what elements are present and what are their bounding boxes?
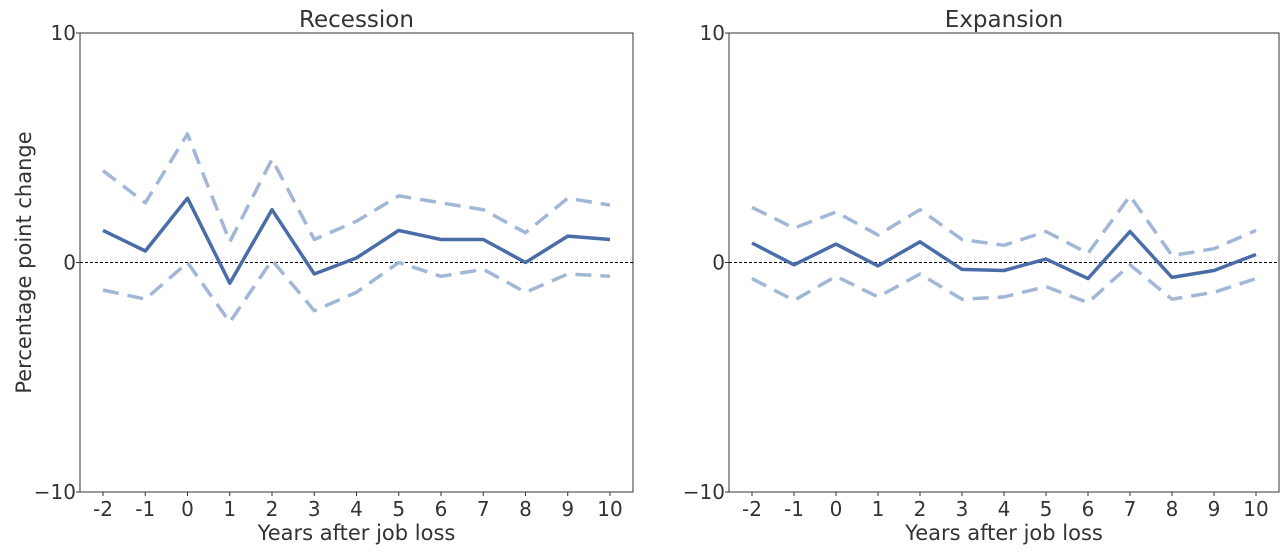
x-tick-label: -1 (135, 497, 155, 521)
y-tick-label: 0 (63, 251, 76, 275)
y-tick-label: −10 (683, 480, 725, 504)
y-axis-label: Percentage point change (12, 131, 36, 393)
x-tick-label: -2 (742, 497, 762, 521)
x-tick-label: 2 (266, 497, 279, 521)
x-tick-label: 6 (435, 497, 448, 521)
series-line-upper (101, 132, 611, 244)
x-tick-label: 7 (477, 497, 490, 521)
x-tick-label: 0 (181, 497, 194, 521)
series-line-estimate (751, 229, 1257, 281)
x-tick-label: 5 (392, 497, 405, 521)
panel-title: Recession (299, 7, 414, 33)
x-tick-label: 2 (914, 497, 927, 521)
x-axis-label: Years after job loss (904, 521, 1103, 545)
x-tick-label: -2 (93, 497, 113, 521)
x-tick-label: 9 (1208, 497, 1221, 521)
series-line-lower (102, 258, 611, 324)
series-line-estimate (102, 196, 611, 285)
panel-left: Recession 10 0 −10 -2 -1 0 1 2 3 4 5 6 7 8 9 10 Years aft… (12, 7, 634, 545)
panel-right: Expansion 10 0 −10 -2 -1 0 1 2 3 4 5 6 7 8 9 10 Years aft… (683, 7, 1280, 545)
y-tick-label: 10 (700, 21, 725, 45)
x-tick-label: 9 (561, 497, 574, 521)
x-tick-label: -1 (784, 497, 804, 521)
y-tick-label: 10 (51, 21, 76, 45)
x-tick-label: 10 (597, 497, 622, 521)
x-tick-label: 4 (350, 497, 363, 521)
x-tick-label: 1 (872, 497, 885, 521)
x-tick-label: 0 (830, 497, 843, 521)
panel-title: Expansion (945, 7, 1063, 33)
x-tick-label: 3 (956, 497, 969, 521)
x-axis-label: Years after job loss (257, 521, 456, 545)
x-tick-label: 10 (1243, 497, 1268, 521)
y-tick-label: 0 (712, 251, 725, 275)
x-tick-label: 6 (1082, 497, 1095, 521)
series-line-lower (751, 263, 1257, 305)
series-line-upper (751, 194, 1257, 258)
x-tick-label: 7 (1124, 497, 1137, 521)
x-tick-label: 1 (223, 497, 236, 521)
x-tick-label: 8 (1166, 497, 1179, 521)
x-tick-label: 4 (998, 497, 1011, 521)
y-tick-label: −10 (34, 480, 76, 504)
x-tick-label: 5 (1040, 497, 1053, 521)
x-tick-label: 3 (308, 497, 321, 521)
x-tick-label: 8 (519, 497, 532, 521)
